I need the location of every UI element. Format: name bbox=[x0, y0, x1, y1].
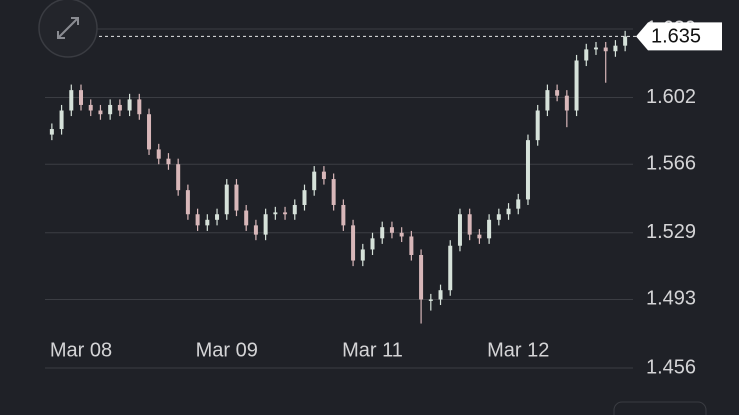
candle-body bbox=[399, 232, 404, 237]
candle-body bbox=[79, 90, 84, 105]
candle-body bbox=[205, 219, 210, 226]
candle-body bbox=[370, 238, 375, 250]
candle-body bbox=[195, 214, 200, 226]
candle-body bbox=[244, 210, 249, 226]
candle-body bbox=[525, 140, 530, 200]
candle-body bbox=[234, 184, 239, 211]
candle-body bbox=[59, 110, 64, 130]
candle-body bbox=[263, 214, 268, 235]
candle-body bbox=[467, 214, 472, 235]
candle-body bbox=[273, 212, 278, 215]
candle-body bbox=[535, 110, 540, 141]
candle-body bbox=[506, 208, 511, 215]
y-tick-label: 1.456 bbox=[646, 356, 696, 378]
candle-body bbox=[516, 199, 521, 209]
y-tick-label: 1.602 bbox=[646, 86, 696, 108]
candle-body bbox=[477, 234, 482, 239]
candle-body bbox=[564, 95, 569, 111]
candle-body bbox=[312, 171, 317, 191]
last-price-tag bbox=[636, 22, 722, 51]
y-tick-label: 1.493 bbox=[646, 288, 696, 310]
candle-body bbox=[574, 60, 579, 111]
candle-body bbox=[603, 47, 608, 52]
candle-body bbox=[98, 110, 103, 115]
candle-body bbox=[127, 99, 132, 111]
y-tick-label: 1.529 bbox=[646, 221, 696, 243]
candle-body bbox=[419, 255, 424, 300]
candle-body bbox=[555, 90, 560, 96]
y-tick-label: 1.566 bbox=[646, 153, 696, 175]
candle-body bbox=[331, 179, 336, 205]
candle-body bbox=[360, 249, 365, 261]
candle-body bbox=[351, 225, 356, 261]
candle-body bbox=[185, 190, 190, 215]
candle-body bbox=[117, 104, 122, 111]
x-tick-label: Mar 11 bbox=[342, 339, 403, 361]
range-button[interactable] bbox=[613, 401, 707, 415]
candle-body bbox=[496, 214, 501, 220]
candle-body bbox=[283, 212, 288, 215]
candle-body bbox=[613, 45, 618, 52]
overlay: 1.635 bbox=[45, 22, 722, 51]
candle-body bbox=[253, 225, 258, 235]
candle-body bbox=[292, 204, 297, 215]
x-tick-label: Mar 12 bbox=[487, 339, 549, 361]
x-tick-label: Mar 09 bbox=[196, 339, 258, 361]
candle-body bbox=[438, 290, 443, 300]
candle-body bbox=[156, 149, 161, 159]
candle-body bbox=[448, 245, 453, 291]
candle-body bbox=[623, 36, 628, 46]
candle-body bbox=[302, 190, 307, 205]
candle-body bbox=[428, 299, 433, 301]
candle-body bbox=[545, 90, 550, 111]
candle-body bbox=[49, 129, 54, 135]
candle-body bbox=[147, 114, 152, 150]
candle-body bbox=[137, 99, 142, 115]
x-tick-label: Mar 08 bbox=[50, 339, 112, 361]
candle-body bbox=[224, 184, 229, 215]
candle-body bbox=[593, 47, 598, 50]
expand-button[interactable] bbox=[38, 0, 98, 58]
candle-body bbox=[108, 104, 113, 115]
candle-body bbox=[215, 214, 220, 220]
candle-body bbox=[584, 49, 589, 61]
candle-body bbox=[88, 104, 93, 111]
candle-body bbox=[389, 227, 394, 233]
candle-body bbox=[69, 90, 74, 111]
candle-body bbox=[409, 236, 414, 255]
candle-body bbox=[380, 227, 385, 239]
candle-body bbox=[166, 158, 171, 165]
candle-body bbox=[457, 214, 462, 246]
candle-body bbox=[487, 219, 492, 239]
candle-body bbox=[341, 204, 346, 226]
candle-body bbox=[176, 164, 181, 191]
last-price-label: 1.635 bbox=[651, 26, 701, 48]
candles bbox=[49, 30, 628, 324]
candle-body bbox=[321, 171, 326, 180]
